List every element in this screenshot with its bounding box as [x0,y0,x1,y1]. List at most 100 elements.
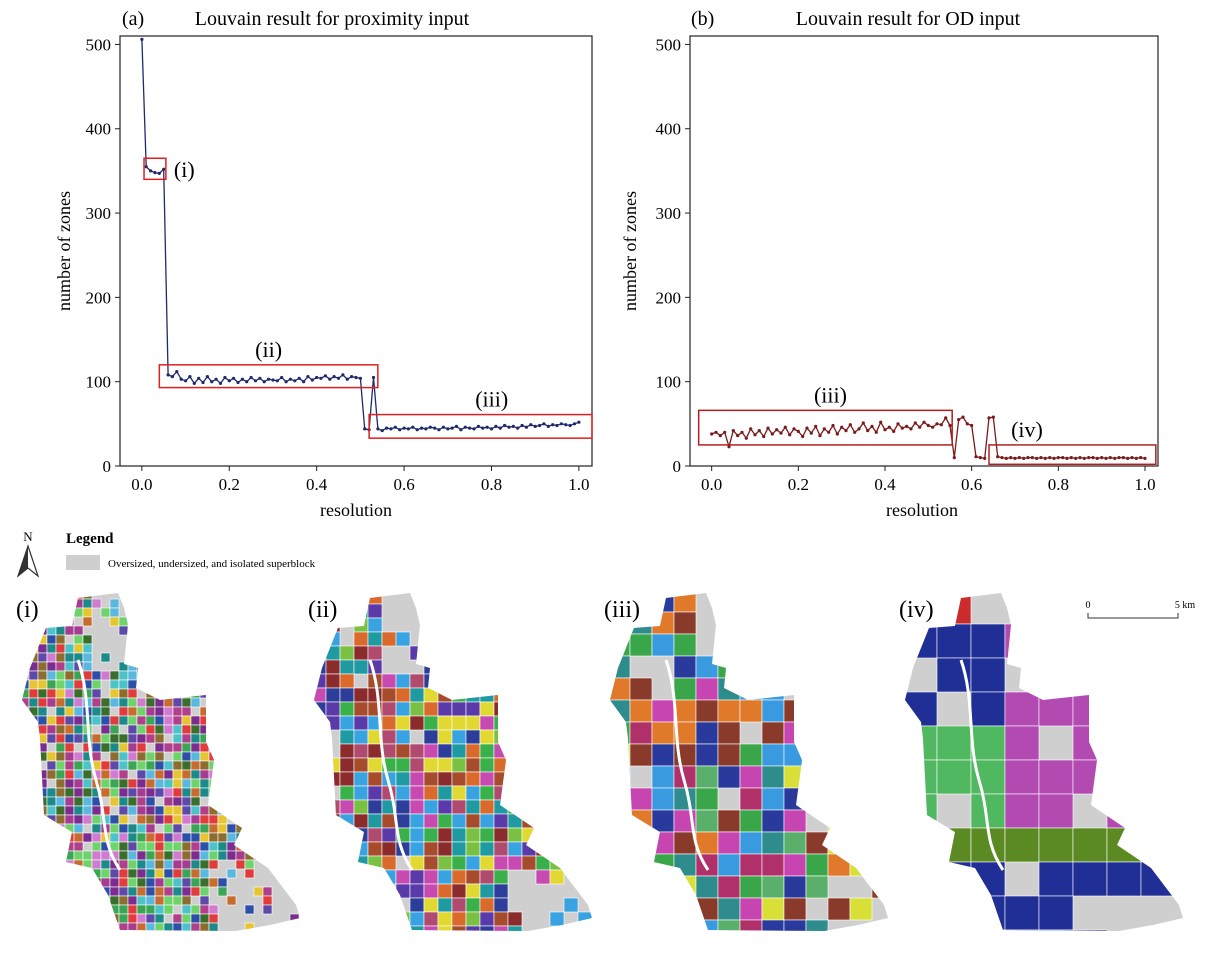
zone-cell [521,701,537,717]
zone-cell [423,673,439,689]
zone-cell [145,922,156,931]
box-label-a-1: (ii) [255,337,282,362]
data-point-b-12 [762,434,766,439]
zone-cell [244,823,255,834]
zone-cell [136,661,147,672]
zone-cell [493,799,509,815]
zone-cell [82,769,93,780]
zone-cell [136,895,147,906]
zone-cell [262,814,273,825]
y-tick-label-b-0: 0 [673,457,682,476]
zone-cell [226,715,237,726]
zone-cell [46,850,57,861]
zone-cell [314,673,327,689]
zone-cell [591,925,592,931]
data-point-a-26 [253,379,258,383]
zone-cell [109,697,120,708]
zone-cell [181,922,192,931]
zone-cell [199,868,210,879]
zone-cell [37,805,48,816]
zone-cell [629,809,653,833]
zone-cell [235,652,246,663]
zone-cell [199,733,210,744]
zone-cell [28,769,39,780]
zone-cell [253,751,264,762]
zone-cell [805,611,829,635]
zone-cell [172,832,183,843]
zone-cell [181,841,192,852]
zone-cell [154,760,165,771]
zone-cell [271,670,282,681]
zone-cell [695,721,719,745]
zone-cell [217,751,228,762]
scale-start-label: 0 [1086,600,1091,611]
zone-cell [199,670,210,681]
zone-cell [289,616,300,627]
zone-cell [137,932,146,941]
zone-cell [37,877,48,888]
zone-cell [181,778,192,789]
zone-cell [849,853,873,877]
zone-cell [367,757,383,773]
zone-cell [298,805,300,816]
zone-cell [73,724,84,735]
zone-cell [28,742,39,753]
zone-cell [451,593,467,605]
zone-cell [936,593,972,625]
zone-cell [91,832,102,843]
zone-cell [136,742,147,753]
zone-cell [82,814,93,825]
data-point-b-70 [1013,456,1017,460]
zone-cell [136,904,147,915]
zone-cell [208,751,219,762]
zone-cell [717,699,741,723]
zone-cell [109,868,120,879]
zone-cell [493,687,509,703]
zone-cell [717,593,741,613]
zone-cell [289,742,300,753]
zone-cell [244,859,255,870]
zone-cell [22,625,30,636]
zone-cell [208,625,219,636]
zone-cell [262,607,273,618]
zone-cell [423,799,439,815]
zone-cell [521,631,537,647]
zone-cell [521,715,537,731]
zone-cell [381,687,397,703]
zone-cell [507,813,523,829]
zone-cell [827,593,851,613]
zone-cell [739,809,763,833]
data-point-a-20 [227,379,231,383]
zone-cell [163,670,174,681]
zone-cell [521,617,537,633]
zone-cell [199,598,210,609]
zone-cell [118,922,129,931]
zone-cell [451,729,467,745]
zone-cell [262,697,273,708]
zone-cell [451,897,467,913]
zone-cell [91,886,102,897]
zone-cell [119,932,128,941]
zone-cell [127,715,138,726]
zone-cell [154,625,165,636]
zone-cell [262,823,273,834]
zone-cell [190,625,201,636]
scale-bar-line [1087,613,1179,619]
zone-cell [465,925,481,931]
zone-cell [739,765,763,789]
zone-cell [253,832,264,843]
data-point-b-5 [731,429,735,433]
zone-cell [64,715,75,726]
zone-cell [217,733,228,744]
zone-cell [493,673,509,689]
zone-cell [1038,623,1074,659]
zone-cell [673,875,697,899]
zone-cell [173,932,182,941]
zone-cell [298,796,300,807]
zone-cell [1004,725,1040,761]
zone-cell [577,593,592,605]
zone-cell [172,670,183,681]
zone-cell [100,868,111,879]
zone-cell [172,652,183,663]
highlight-box-a-1 [158,364,379,389]
